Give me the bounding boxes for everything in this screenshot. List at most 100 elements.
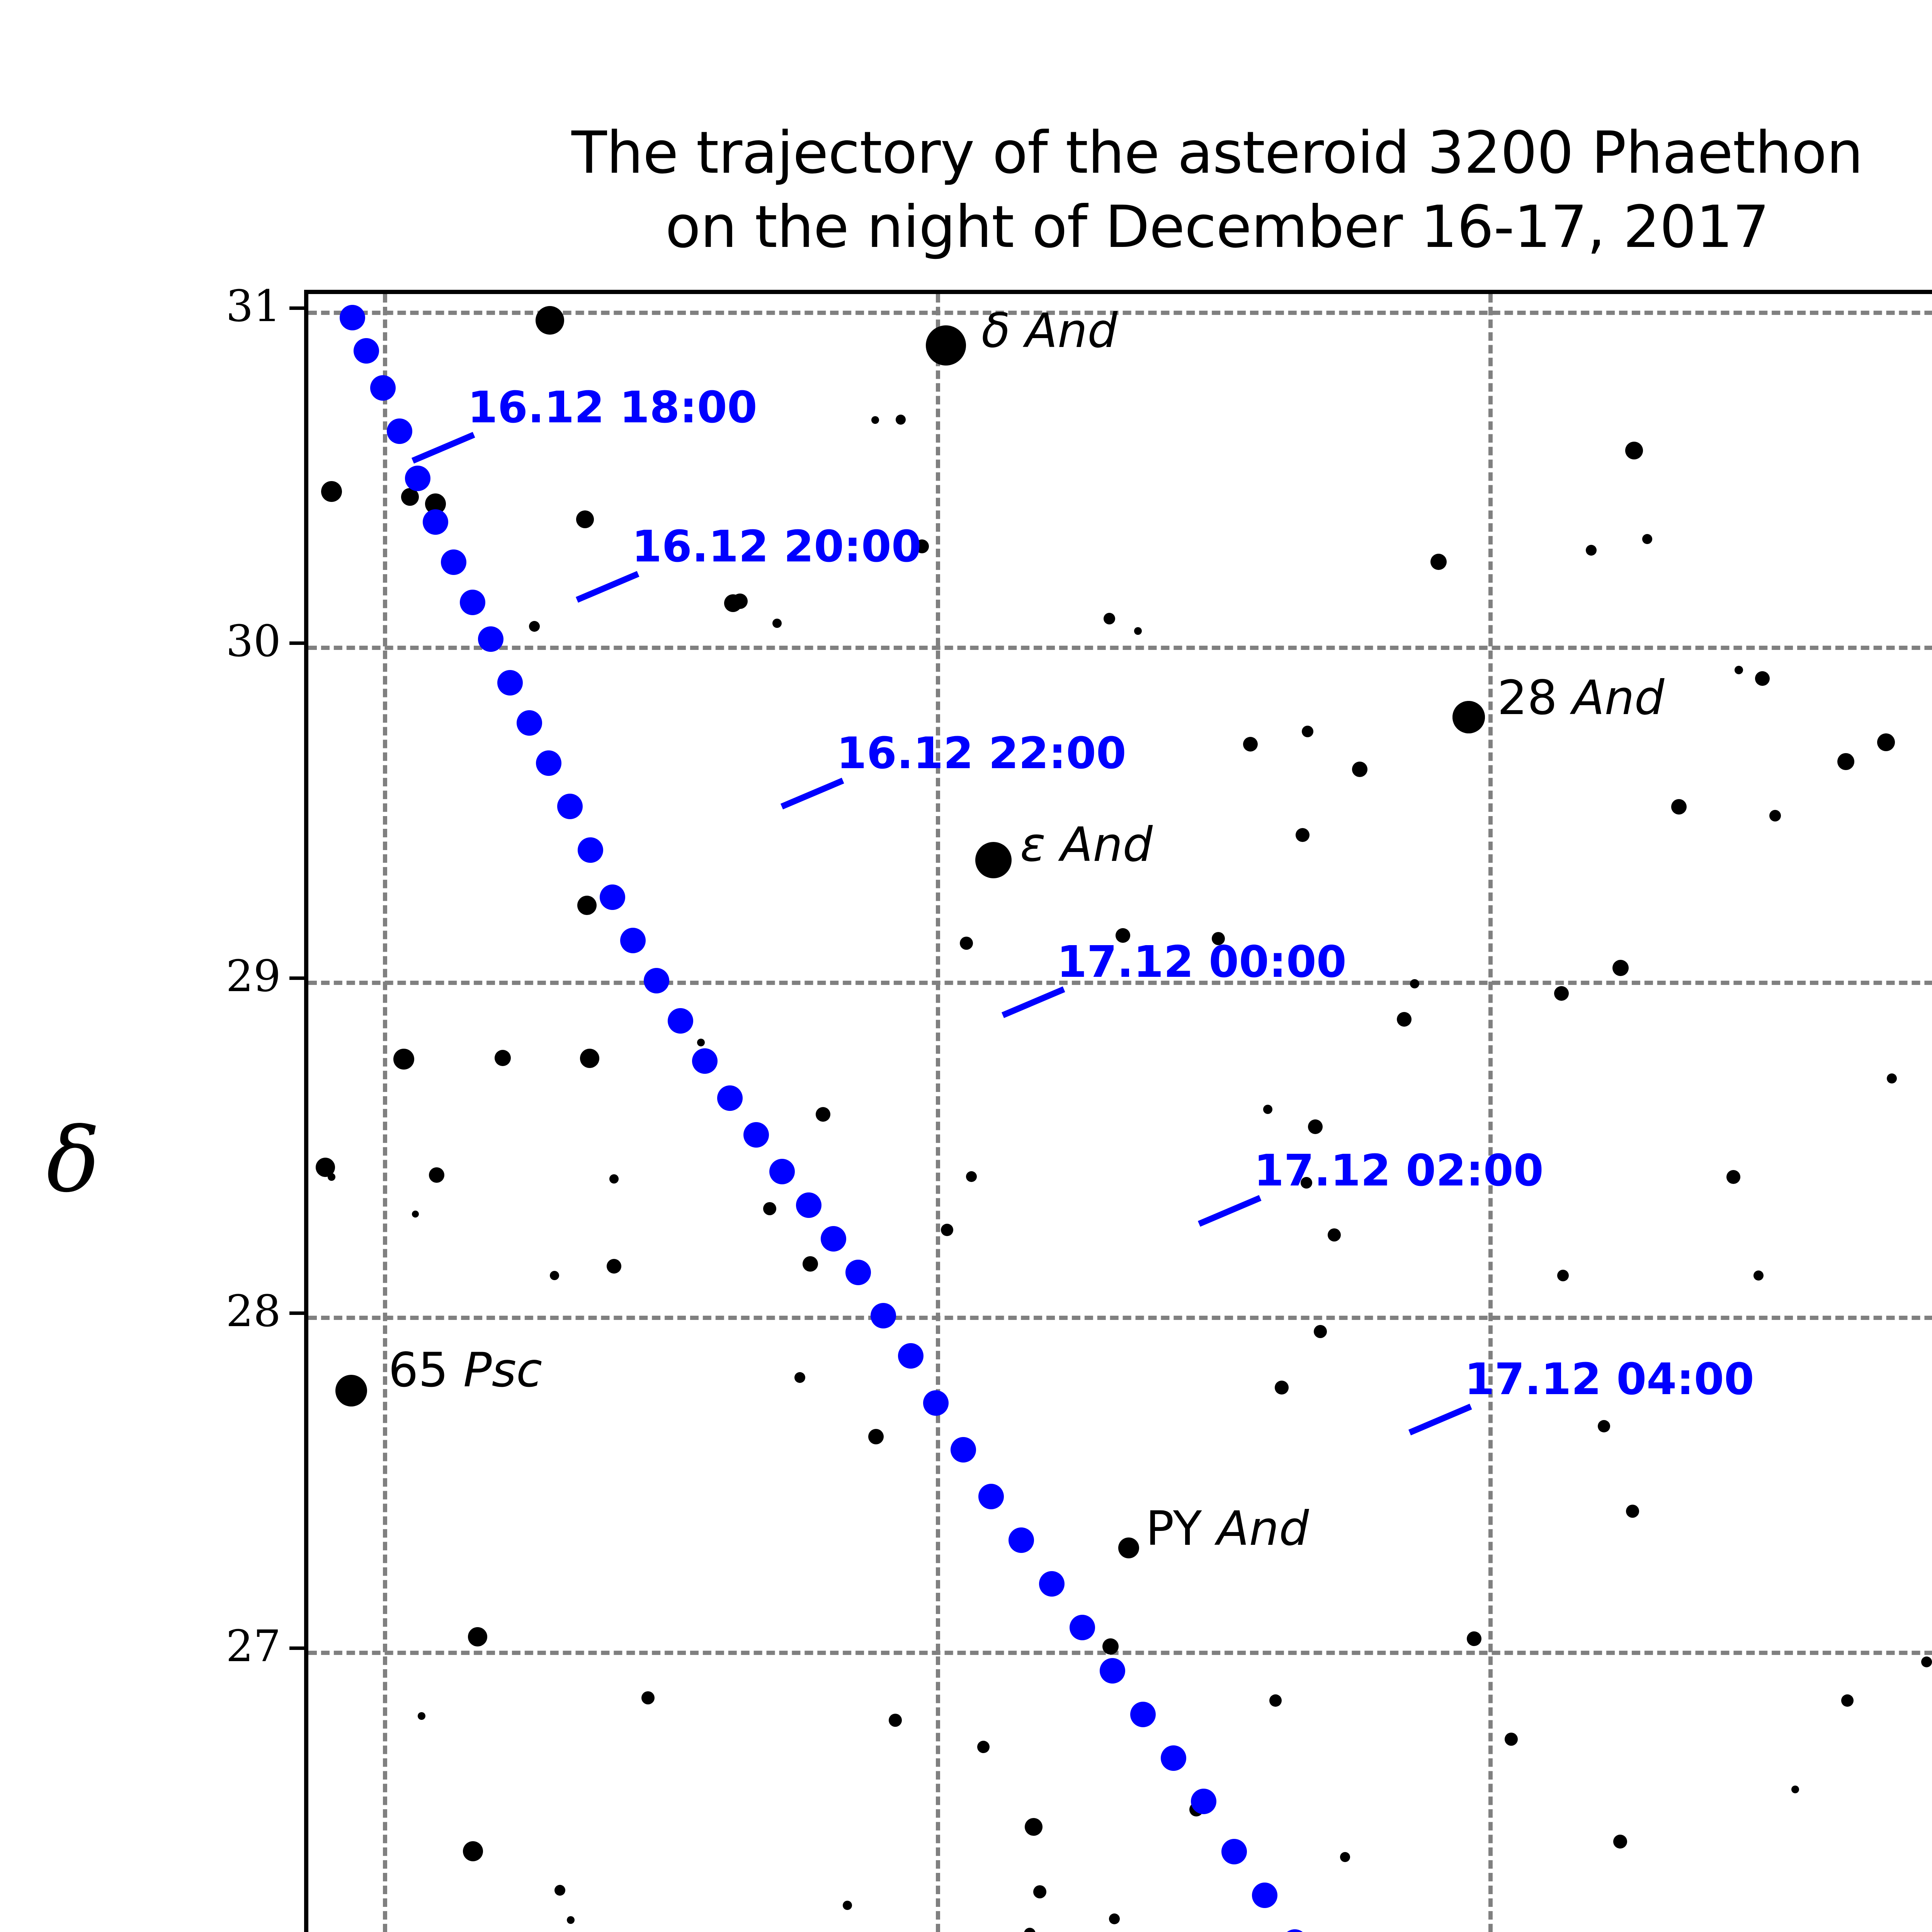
star-marker — [550, 1271, 559, 1280]
trajectory-point — [387, 418, 413, 444]
star-marker — [1212, 932, 1225, 945]
trajectory-point — [769, 1159, 795, 1185]
star-marker — [393, 1049, 414, 1070]
star-label-28-and: 28 And — [1497, 670, 1664, 725]
star-marker — [1735, 666, 1743, 674]
star-marker — [1755, 671, 1770, 686]
trajectory-point — [1191, 1789, 1217, 1815]
star-marker — [732, 594, 748, 609]
y-tick-mark — [289, 306, 304, 310]
star-marker — [1328, 1228, 1341, 1242]
star-marker — [577, 896, 597, 915]
star-marker — [576, 510, 594, 528]
grid-line-vertical — [935, 294, 940, 1932]
star-label-designation: PY — [1146, 1501, 1202, 1556]
star-marker-65-psc — [335, 1375, 367, 1406]
star-marker — [1625, 442, 1643, 459]
star-marker — [1598, 1420, 1610, 1432]
star-marker — [1269, 1694, 1282, 1707]
star-marker — [495, 1050, 511, 1066]
star-marker — [871, 416, 879, 424]
trajectory-point — [978, 1484, 1004, 1510]
star-marker — [1791, 1786, 1799, 1793]
star-marker — [1505, 1733, 1518, 1746]
star-label-designation: ε — [1020, 817, 1046, 872]
trajectory-point — [620, 928, 646, 954]
star-marker — [1109, 1913, 1120, 1924]
y-tick-mark — [289, 976, 304, 980]
trajectory-point — [354, 338, 379, 364]
star-marker — [772, 619, 782, 628]
star-marker — [1612, 960, 1629, 976]
star-marker — [1352, 762, 1367, 777]
trajectory-point — [370, 375, 396, 401]
star-marker — [418, 1712, 425, 1720]
star-marker — [868, 1429, 884, 1444]
trajectory-point — [644, 968, 670, 994]
trajectory-point — [951, 1437, 976, 1463]
star-marker — [1302, 726, 1313, 737]
star-marker — [1671, 799, 1687, 815]
grid-line-horizontal — [308, 1316, 1932, 1320]
star-marker — [1841, 1694, 1854, 1707]
trajectory-point — [1009, 1527, 1034, 1553]
star-marker — [803, 1256, 818, 1272]
star-marker — [1837, 753, 1854, 770]
star-marker — [580, 1049, 599, 1068]
star-marker — [889, 1714, 902, 1727]
trajectory-point — [1069, 1614, 1095, 1640]
star-label-constellation: Psc — [448, 1343, 543, 1398]
trajectory-time-label: 16.12 20:00 — [632, 522, 922, 572]
y-tick-label: 29 — [226, 951, 281, 1002]
y-axis-label: δ — [46, 1109, 100, 1212]
plot-area — [304, 290, 1932, 1932]
star-marker — [1557, 1270, 1569, 1281]
star-marker — [1301, 1177, 1312, 1189]
star-marker — [1877, 733, 1895, 751]
y-tick-label: 28 — [226, 1286, 281, 1337]
star-marker — [896, 415, 906, 425]
star-marker — [1275, 1381, 1289, 1395]
star-marker — [1467, 1631, 1481, 1646]
star-marker — [567, 1916, 575, 1924]
trajectory-time-label: 17.12 00:00 — [1057, 937, 1347, 987]
star-marker — [609, 1174, 619, 1184]
trajectory-point — [1160, 1745, 1186, 1771]
star-marker — [1430, 554, 1447, 570]
grid-line-horizontal — [308, 311, 1932, 315]
trajectory-point — [536, 750, 562, 776]
star-marker — [1243, 737, 1258, 752]
y-tick-mark — [289, 641, 304, 645]
grid-line-horizontal — [308, 646, 1932, 650]
trajectory-point — [1130, 1701, 1156, 1727]
trajectory-point — [459, 589, 485, 615]
star-label-py-and: PY And — [1146, 1501, 1309, 1556]
star-marker — [316, 1158, 335, 1177]
trajectory-point — [423, 509, 448, 535]
star-marker — [966, 1171, 977, 1182]
star-marker — [641, 1691, 655, 1704]
star-label-designation: δ — [981, 303, 1010, 358]
star-marker-28-and — [1452, 701, 1485, 733]
star-marker — [763, 1202, 776, 1215]
trajectory-point — [796, 1192, 821, 1218]
star-marker — [1024, 1928, 1036, 1932]
trajectory-point — [845, 1259, 871, 1285]
grid-line-horizontal — [308, 1651, 1932, 1655]
y-tick-mark — [289, 1311, 304, 1315]
trajectory-point — [717, 1085, 743, 1111]
star-marker — [941, 1224, 953, 1236]
star-marker — [468, 1627, 487, 1646]
trajectory-point — [1039, 1571, 1065, 1597]
y-tick-label: 31 — [226, 281, 281, 332]
star-label-epsilon-and: ε And — [1020, 817, 1153, 872]
star-marker — [1116, 928, 1130, 943]
star-marker — [1397, 1012, 1412, 1027]
star-marker — [1134, 627, 1142, 635]
star-marker — [429, 1167, 444, 1183]
star-marker — [1753, 1270, 1764, 1281]
grid-line-vertical — [1488, 294, 1493, 1932]
star-marker — [977, 1741, 990, 1753]
star-marker — [697, 1039, 705, 1046]
trajectory-time-label: 16.12 22:00 — [837, 728, 1126, 779]
